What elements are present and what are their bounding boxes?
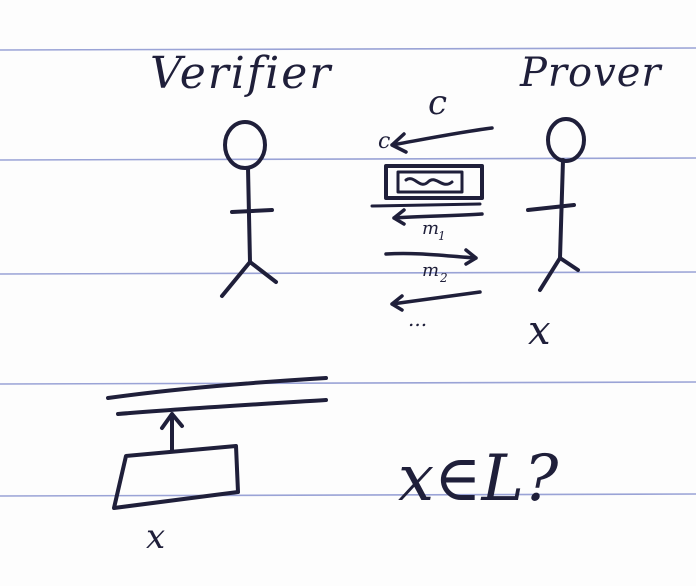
separator-line xyxy=(370,202,482,208)
verifier-label: Verifier xyxy=(150,48,333,99)
prover-head xyxy=(546,117,586,163)
message-1-label: m xyxy=(422,218,439,239)
verifier-body xyxy=(246,166,252,264)
verifier-arms xyxy=(230,208,274,214)
prover-arms xyxy=(526,203,576,212)
decision-diagram xyxy=(106,376,328,510)
ruled-line xyxy=(0,157,696,161)
ruled-line xyxy=(0,271,696,275)
arrow-to-verifier xyxy=(390,126,494,154)
prover-input-x: x xyxy=(528,308,551,354)
challenge-label: c xyxy=(428,83,447,123)
hidden-value-box xyxy=(384,164,484,200)
prover-body xyxy=(558,158,565,260)
up-arrow xyxy=(160,412,184,452)
verifier-head xyxy=(223,120,267,170)
message-2-subscript: 2 xyxy=(439,271,448,285)
prover-legs xyxy=(538,256,580,292)
ruled-line xyxy=(0,493,696,497)
verifier-figure xyxy=(220,120,278,298)
box-input-x: x xyxy=(146,517,165,557)
membership-question: x∈L? xyxy=(398,442,559,516)
ellipsis-label: ... xyxy=(408,307,427,331)
verifier-legs xyxy=(220,260,278,298)
message-exchange: c c m 1 m 2 ... xyxy=(370,83,494,331)
commitment-label: c xyxy=(378,129,390,154)
ruled-line xyxy=(0,47,696,51)
ruled-line xyxy=(0,381,696,385)
prover-label: Prover xyxy=(519,50,663,96)
arrow-more xyxy=(390,290,482,312)
upper-bar-line xyxy=(106,376,328,400)
lower-bar-line xyxy=(116,398,328,416)
inner-box xyxy=(396,170,464,194)
arrow-m1 xyxy=(392,208,484,226)
input-box xyxy=(112,444,240,510)
message-2-label: m xyxy=(422,260,439,281)
ruled-lines xyxy=(0,47,696,497)
outer-box xyxy=(384,164,484,200)
prover-figure xyxy=(526,117,586,292)
box-scribble xyxy=(404,177,454,186)
arrow-m2 xyxy=(384,248,478,266)
message-1-subscript: 1 xyxy=(438,229,446,243)
